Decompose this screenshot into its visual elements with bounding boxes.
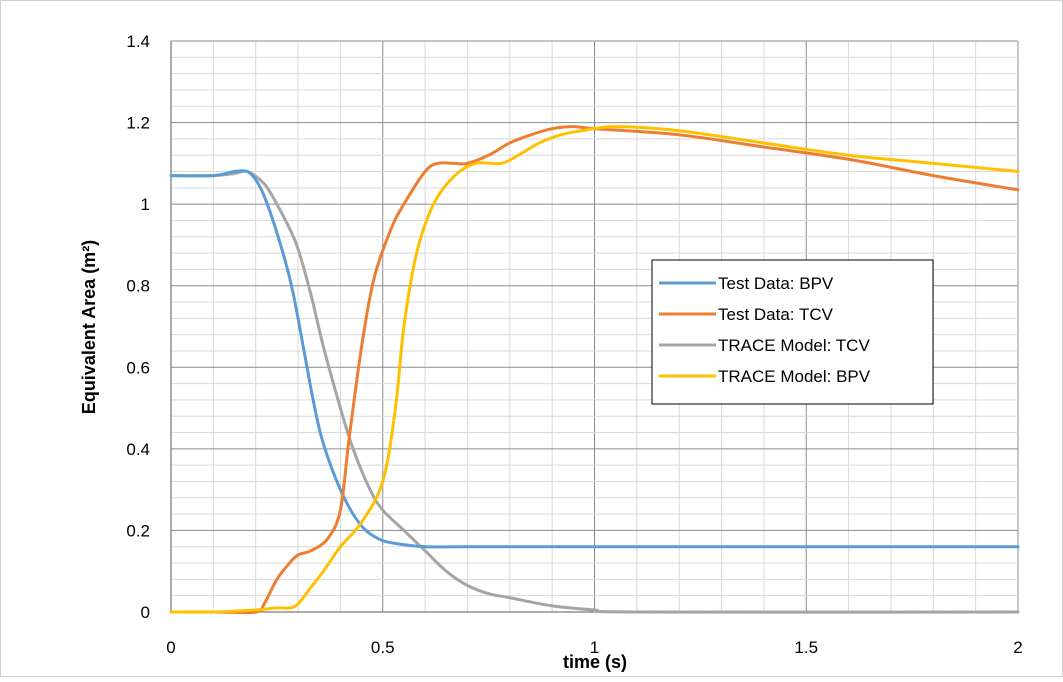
- y-tick-label: 0: [141, 603, 150, 622]
- tick-labels: 0 0.5 1 1.5 2 0 0.2 0.4 0.6 0.8 1 1.2 1.4: [126, 32, 1022, 657]
- x-tick-label: 0.5: [371, 638, 395, 657]
- x-tick-label: 1: [590, 638, 599, 657]
- y-tick-label: 1.2: [126, 114, 150, 133]
- y-tick-label: 1: [141, 195, 150, 214]
- y-tick-label: 0.8: [126, 277, 150, 296]
- y-axis-title: Equivalent Area (m²): [79, 240, 99, 414]
- x-tick-label: 1.5: [794, 638, 818, 657]
- legend: Test Data: BPV Test Data: TCV TRACE Model:…: [651, 259, 934, 405]
- y-tick-label: 0.2: [126, 521, 150, 540]
- series-line-test-data-bpv: [169, 169, 1020, 549]
- series-line-test-data-tcv: [169, 125, 1020, 615]
- legend-label-test-data-tcv: Test Data: TCV: [718, 305, 834, 324]
- series-line-trace-model-tcv: [169, 169, 1020, 614]
- y-tick-label: 0.6: [126, 358, 150, 377]
- x-axis-title: time (s): [563, 652, 627, 672]
- x-tick-label: 0: [166, 638, 175, 657]
- legend-label-trace-model-tcv: TRACE Model: TCV: [718, 336, 870, 355]
- series-line-trace-model-bpv: [169, 125, 1020, 614]
- legend-label-test-data-bpv: Test Data: BPV: [718, 274, 834, 293]
- y-tick-label: 1.4: [126, 32, 150, 51]
- y-tick-label: 0.4: [126, 440, 150, 459]
- x-tick-label: 2: [1013, 638, 1022, 657]
- series-lines: [169, 125, 1020, 615]
- legend-label-trace-model-bpv: TRACE Model: BPV: [718, 367, 871, 386]
